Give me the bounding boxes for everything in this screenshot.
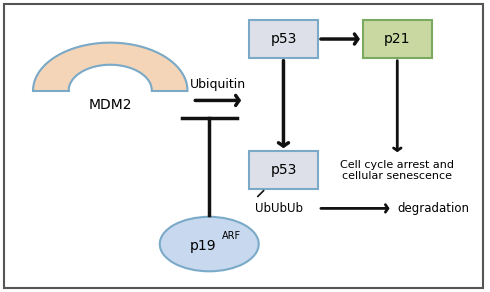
Text: Ubiquitin: Ubiquitin (190, 78, 246, 91)
Text: p53: p53 (270, 163, 296, 177)
Polygon shape (33, 43, 188, 91)
Text: p21: p21 (384, 32, 411, 46)
FancyBboxPatch shape (249, 151, 318, 189)
Text: Cell cycle arrest and
cellular senescence: Cell cycle arrest and cellular senescenc… (340, 160, 454, 181)
FancyBboxPatch shape (363, 20, 432, 58)
Ellipse shape (160, 217, 259, 271)
Text: ARF: ARF (221, 231, 241, 241)
FancyBboxPatch shape (249, 20, 318, 58)
Text: MDM2: MDM2 (89, 98, 132, 112)
Text: p53: p53 (270, 32, 296, 46)
Text: UbUbUb: UbUbUb (254, 202, 302, 215)
Text: p19: p19 (190, 239, 217, 253)
Text: degradation: degradation (397, 202, 469, 215)
